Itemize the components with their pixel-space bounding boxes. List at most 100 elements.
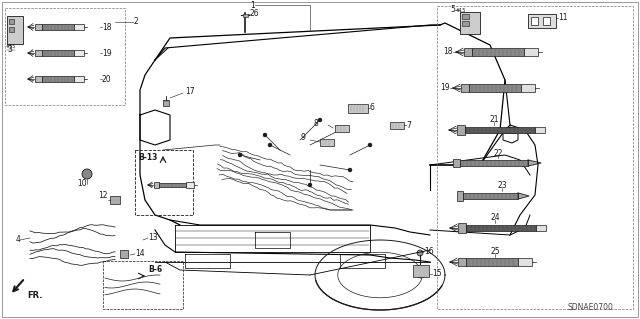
Text: 21: 21 [489,115,499,124]
Bar [35,76,42,82]
Bar [457,191,463,201]
Bar [7,16,23,44]
Bar [9,19,14,24]
Text: 25: 25 [490,248,500,256]
Bar [103,261,183,309]
Bar [42,76,74,82]
Bar [110,196,120,204]
Bar [543,17,550,25]
Bar [536,225,546,231]
Bar [466,258,518,266]
Text: #15: #15 [6,43,16,48]
Text: 26: 26 [250,10,260,19]
Bar [453,159,460,167]
Bar [9,27,14,32]
Bar [5,8,125,105]
Bar [74,24,84,30]
Text: 2: 2 [134,18,139,26]
Text: FR.: FR. [27,292,42,300]
Text: 1: 1 [250,1,255,10]
Text: 8: 8 [313,120,318,129]
Circle shape [338,128,342,132]
Text: 18: 18 [102,23,111,32]
Bar [35,49,42,56]
Text: 5: 5 [450,5,455,14]
Bar [457,125,465,135]
Bar [463,193,518,199]
Bar [335,125,349,132]
Bar [464,48,472,56]
Bar [466,225,536,231]
Bar [458,258,466,266]
Text: 11: 11 [558,13,568,23]
Bar [186,182,194,188]
Bar [462,21,469,26]
Bar [469,84,521,92]
Bar [518,258,532,266]
Bar [535,127,545,133]
Circle shape [417,250,423,256]
Polygon shape [518,193,529,199]
Text: 9: 9 [300,133,305,143]
Text: 19: 19 [102,48,111,57]
Text: 12: 12 [99,190,108,199]
Text: #15: #15 [456,8,466,12]
Bar [35,24,42,30]
Bar [348,104,368,113]
Bar [462,14,469,19]
Circle shape [368,143,372,147]
Bar [135,150,193,215]
Polygon shape [528,160,541,166]
Circle shape [238,153,242,157]
Text: 14: 14 [135,249,145,258]
Circle shape [268,143,272,147]
Text: 13: 13 [148,234,157,242]
Circle shape [308,183,312,187]
Bar [461,84,469,92]
Bar [460,12,480,34]
Text: 19: 19 [440,84,450,93]
Bar [74,76,84,82]
Bar [154,182,159,188]
Bar [163,100,169,106]
Text: SDNAE0700: SDNAE0700 [567,303,613,313]
Bar [472,48,524,56]
Text: B-6: B-6 [148,265,162,275]
Bar [458,223,466,233]
Bar [42,24,74,30]
Bar [521,84,535,92]
Text: 16: 16 [424,248,434,256]
Text: 6: 6 [370,103,375,113]
Circle shape [318,118,322,122]
Text: 10: 10 [77,180,87,189]
Bar [437,6,633,309]
Bar [159,182,186,188]
Text: 24: 24 [490,213,500,222]
Text: 7: 7 [406,121,411,130]
Text: 18: 18 [444,48,453,56]
Bar [390,122,404,129]
Bar [531,17,538,25]
Circle shape [263,133,267,137]
Bar [413,265,429,277]
Circle shape [348,168,352,172]
Text: 23: 23 [497,182,507,190]
Text: 20: 20 [102,75,111,84]
Bar [42,50,74,56]
Bar [528,14,556,28]
Bar [120,250,128,258]
Bar [74,49,84,56]
Text: 22: 22 [493,149,503,158]
Bar [465,127,535,133]
Text: 4: 4 [15,235,20,244]
Bar [320,139,334,146]
Text: 15: 15 [432,270,442,278]
Text: B-13: B-13 [138,152,157,161]
Text: 17: 17 [185,87,195,97]
Bar [524,48,538,56]
Bar [243,14,248,17]
Circle shape [417,270,425,278]
Text: 3: 3 [7,46,12,55]
Bar [460,160,528,166]
Circle shape [82,169,92,179]
